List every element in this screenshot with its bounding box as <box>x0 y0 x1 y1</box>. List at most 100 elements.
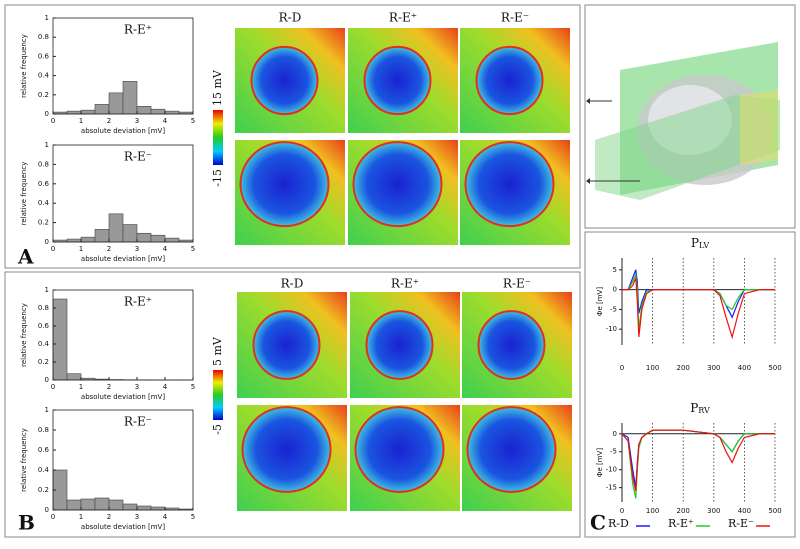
chart-title: PRV <box>690 401 710 416</box>
y-tick-label: 1 <box>45 141 49 149</box>
chart-title-sub: LV <box>699 241 709 250</box>
column-title: R-E⁺ <box>389 11 417 25</box>
x-tick-label: 300 <box>707 364 720 372</box>
chart-title-main: P <box>691 236 699 250</box>
chart-title-main: P <box>690 401 698 415</box>
y-tick-label: 0.6 <box>38 180 50 188</box>
x-tick-label: 3 <box>135 245 139 253</box>
y-axis-label: Φe [mV] <box>596 287 604 316</box>
x-tick-label: 0 <box>620 364 624 372</box>
x-tick-label: 2 <box>107 513 111 521</box>
x-tick-label: 2 <box>107 383 111 391</box>
potential-map-region <box>477 47 543 114</box>
bar <box>109 214 123 242</box>
x-tick-label: 300 <box>707 507 720 515</box>
x-tick-label: 100 <box>646 364 659 372</box>
x-tick-label: 5 <box>191 245 195 253</box>
y-axis-label: relative frequency <box>20 303 28 367</box>
bar <box>109 93 123 114</box>
legend-label: R-D <box>608 517 629 530</box>
potential-map-region <box>468 407 556 492</box>
bar <box>81 110 95 114</box>
y-tick-label: 0 <box>613 430 617 438</box>
potential-map-region <box>354 142 442 226</box>
bar <box>137 233 151 242</box>
y-tick-label: 1 <box>45 14 49 22</box>
colorbar <box>213 110 223 165</box>
colorbar-label: -15 <box>211 169 224 187</box>
x-tick-label: 400 <box>738 364 751 372</box>
y-tick-label: 0.2 <box>38 486 49 494</box>
x-axis-label: absolute deviation [mV] <box>81 393 165 401</box>
chart-title: R-E⁺ <box>124 295 152 309</box>
bar <box>123 225 137 242</box>
y-axis-label: Φe [mV] <box>596 448 604 477</box>
x-tick-label: 1 <box>79 117 83 125</box>
x-tick-label: 4 <box>163 117 168 125</box>
x-tick-label: 3 <box>135 383 139 391</box>
x-tick-label: 4 <box>163 383 168 391</box>
potential-map-region <box>243 407 331 492</box>
bar <box>123 504 137 510</box>
y-tick-label: 0.4 <box>38 72 50 80</box>
y-tick-label: 0.6 <box>38 446 50 454</box>
column-title: R-E⁺ <box>391 277 419 291</box>
x-tick-label: 5 <box>191 117 195 125</box>
bar <box>67 111 81 114</box>
x-tick-label: 0 <box>51 383 55 391</box>
legend-label: R-E⁺ <box>668 517 694 530</box>
y-tick-label: 0 <box>613 286 617 294</box>
x-tick-label: 100 <box>646 507 659 515</box>
y-tick-label: 0.4 <box>38 340 50 348</box>
x-tick-label: 4 <box>163 245 168 253</box>
series-line <box>622 270 775 317</box>
potential-map-region <box>241 142 329 226</box>
colorbar-label: -5 <box>211 424 224 435</box>
y-tick-label: 0.8 <box>38 160 49 168</box>
y-tick-label: 0.2 <box>38 219 49 227</box>
x-tick-label: 400 <box>738 507 751 515</box>
bar <box>137 506 151 510</box>
bar <box>137 106 151 114</box>
x-tick-label: 200 <box>677 507 690 515</box>
x-tick-label: 4 <box>163 513 168 521</box>
chart-title: PLV <box>691 236 709 251</box>
x-tick-label: 3 <box>135 513 139 521</box>
x-tick-label: 1 <box>79 513 83 521</box>
series-line <box>622 430 775 487</box>
x-tick-label: 3 <box>135 117 139 125</box>
x-tick-label: 5 <box>191 513 195 521</box>
potential-map-region <box>365 47 431 114</box>
bar <box>123 81 137 114</box>
x-tick-label: 2 <box>107 117 111 125</box>
column-title: R-D <box>281 277 304 291</box>
bar <box>151 507 165 510</box>
y-tick-label: 0.8 <box>38 33 49 41</box>
y-tick-label: 0 <box>45 238 49 246</box>
x-axis-label: absolute deviation [mV] <box>81 127 165 135</box>
bar <box>67 374 81 380</box>
column-title: R-E⁻ <box>501 11 529 25</box>
bar <box>81 237 95 242</box>
y-tick-label: -10 <box>606 325 617 333</box>
y-axis-label: relative frequency <box>20 34 28 98</box>
potential-map-region <box>367 311 433 379</box>
y-tick-label: -5 <box>610 305 617 313</box>
y-tick-label: 0 <box>45 376 49 384</box>
potential-map-region <box>252 47 318 114</box>
potential-map-region <box>466 142 554 226</box>
heart-render <box>586 42 780 200</box>
bar <box>151 109 165 114</box>
x-tick-label: 200 <box>677 364 690 372</box>
x-axis-label: absolute deviation [mV] <box>81 523 165 531</box>
bar <box>95 104 109 114</box>
x-tick-label: 0 <box>51 513 55 521</box>
y-tick-label: 0 <box>45 110 49 118</box>
x-tick-label: 500 <box>768 364 781 372</box>
bar <box>67 239 81 242</box>
y-axis-label: relative frequency <box>20 162 28 226</box>
potential-map-region <box>356 407 444 492</box>
y-tick-label: 0.4 <box>38 466 50 474</box>
y-tick-label: 0.6 <box>38 322 50 330</box>
